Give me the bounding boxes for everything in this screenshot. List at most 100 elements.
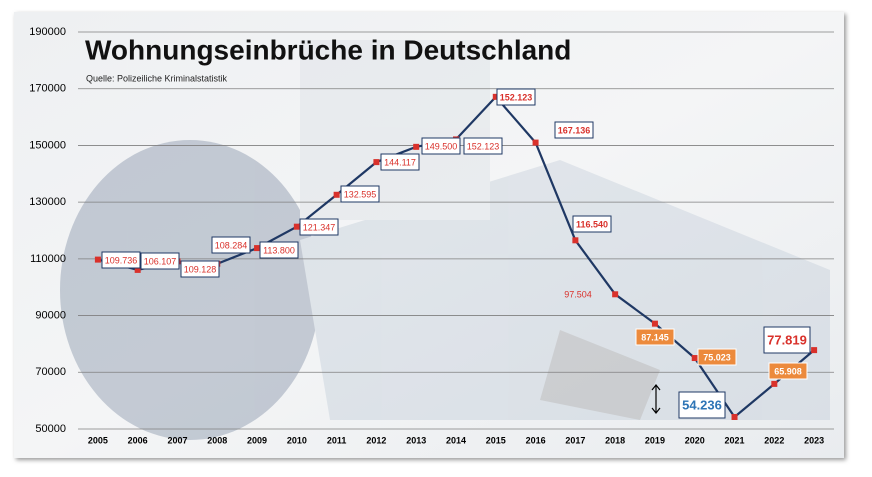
y-tick-label: 110000 bbox=[30, 253, 66, 265]
decorative-arrow bbox=[651, 384, 661, 414]
annotation: 87.145 bbox=[635, 328, 675, 346]
data-point bbox=[532, 139, 539, 146]
annotation: 132.595 bbox=[340, 185, 380, 203]
data-point bbox=[691, 355, 698, 362]
x-tick-label: 2005 bbox=[88, 435, 108, 445]
annotation-text: 65.908 bbox=[774, 366, 802, 376]
data-point bbox=[771, 380, 778, 387]
x-tick-label: 2017 bbox=[565, 435, 585, 445]
x-tick-label: 2021 bbox=[725, 435, 745, 445]
data-point bbox=[254, 245, 261, 252]
x-tick-label: 2013 bbox=[406, 435, 426, 445]
annotation-text: 97.504 bbox=[564, 289, 592, 299]
annotation-box bbox=[101, 251, 141, 269]
annotation: 109.128 bbox=[180, 260, 220, 278]
annotation: 167.136 bbox=[554, 121, 594, 139]
annotation: 65.908 bbox=[768, 362, 808, 380]
x-tick-label: 2018 bbox=[605, 435, 625, 445]
annotation-text: 132.595 bbox=[344, 189, 377, 199]
annotation-text: 87.145 bbox=[641, 332, 669, 342]
annotation-text: 77.819 bbox=[767, 332, 807, 347]
annotation-box bbox=[259, 241, 299, 259]
annotation-text: 54.236 bbox=[682, 397, 722, 412]
annotation-text: 109.128 bbox=[184, 264, 217, 274]
y-tick-label: 190000 bbox=[29, 26, 66, 38]
annotation-box bbox=[211, 236, 251, 254]
y-tick-label: 170000 bbox=[29, 83, 66, 95]
x-tick-label: 2012 bbox=[366, 435, 386, 445]
x-tick-label: 2009 bbox=[247, 435, 267, 445]
data-point bbox=[811, 347, 818, 354]
x-tick-label: 2007 bbox=[167, 435, 187, 445]
annotation-box bbox=[380, 153, 420, 171]
annotation-box bbox=[554, 121, 594, 139]
annotation: 121.347 bbox=[299, 218, 339, 236]
annotation: 152.123 bbox=[496, 88, 536, 106]
x-tick-label: 2010 bbox=[287, 435, 307, 445]
annotation-text: 108.284 bbox=[215, 240, 248, 250]
annotation-box bbox=[572, 215, 612, 233]
annotation: 149.500 bbox=[421, 137, 461, 155]
x-tick-label: 2008 bbox=[207, 435, 227, 445]
annotation-box bbox=[463, 137, 503, 155]
x-tick-label: 2011 bbox=[327, 435, 347, 445]
data-point bbox=[94, 256, 101, 263]
chart-subtitle: Quelle: Polizeiliche Kriminalstatistik bbox=[86, 73, 228, 83]
annotation-box bbox=[421, 137, 461, 155]
data-point bbox=[293, 223, 300, 230]
annotation-box bbox=[635, 328, 675, 346]
annotation-text: 144.117 bbox=[384, 157, 416, 167]
annotation-text: 152.123 bbox=[467, 141, 500, 151]
annotation: 54.236 bbox=[678, 391, 726, 419]
annotation-box bbox=[768, 362, 808, 380]
annotation: 109.736 bbox=[101, 251, 141, 269]
annotation-text: 121.347 bbox=[303, 222, 336, 232]
annotation: 106.107 bbox=[140, 252, 180, 270]
x-tick-label: 2020 bbox=[685, 435, 705, 445]
annotation-box bbox=[763, 326, 811, 354]
data-point bbox=[731, 413, 738, 420]
data-point bbox=[373, 159, 380, 166]
annotation-text: 149.500 bbox=[425, 141, 458, 151]
annotation-text: 109.736 bbox=[105, 255, 138, 265]
x-tick-label: 2015 bbox=[486, 435, 506, 445]
annotation: 77.819 bbox=[763, 326, 811, 354]
data-point bbox=[134, 266, 141, 273]
x-tick-label: 2019 bbox=[645, 435, 665, 445]
annotation-box bbox=[340, 185, 380, 203]
annotation: 108.284 bbox=[211, 236, 251, 254]
data-point bbox=[651, 320, 658, 327]
annotation-box bbox=[299, 218, 339, 236]
annotation: 113.800 bbox=[259, 241, 299, 259]
data-point bbox=[572, 237, 579, 244]
data-point bbox=[492, 93, 499, 100]
y-tick-label: 90000 bbox=[35, 309, 66, 321]
chart-title: Wohnungseinbrüche in Deutschland bbox=[85, 34, 571, 65]
annotation-box bbox=[697, 348, 737, 366]
annotation-text: 167.136 bbox=[558, 125, 591, 135]
y-tick-label: 70000 bbox=[35, 366, 66, 378]
x-tick-label: 2014 bbox=[446, 435, 466, 445]
frame bbox=[14, 12, 844, 458]
data-point bbox=[333, 191, 340, 198]
y-tick-label: 130000 bbox=[29, 196, 66, 208]
annotation: 144.117 bbox=[380, 153, 420, 171]
x-tick-label: 2016 bbox=[526, 435, 546, 445]
x-tick-label: 2023 bbox=[804, 435, 824, 445]
annotation: 75.023 bbox=[697, 348, 737, 366]
data-point bbox=[612, 291, 619, 298]
annotation-box bbox=[678, 391, 726, 419]
y-tick-label: 150000 bbox=[29, 139, 66, 151]
annotation: 152.123 bbox=[463, 137, 503, 155]
annotation-box bbox=[180, 260, 220, 278]
annotation: 116.540 bbox=[572, 215, 612, 233]
y-tick-label: 50000 bbox=[35, 423, 66, 435]
annotation-box bbox=[496, 88, 536, 106]
annotation-text: 116.540 bbox=[576, 219, 608, 229]
annotation-text: 106.107 bbox=[144, 256, 177, 266]
annotation-text: 75.023 bbox=[703, 352, 731, 362]
data-point bbox=[413, 143, 420, 150]
annotation-box bbox=[140, 252, 180, 270]
